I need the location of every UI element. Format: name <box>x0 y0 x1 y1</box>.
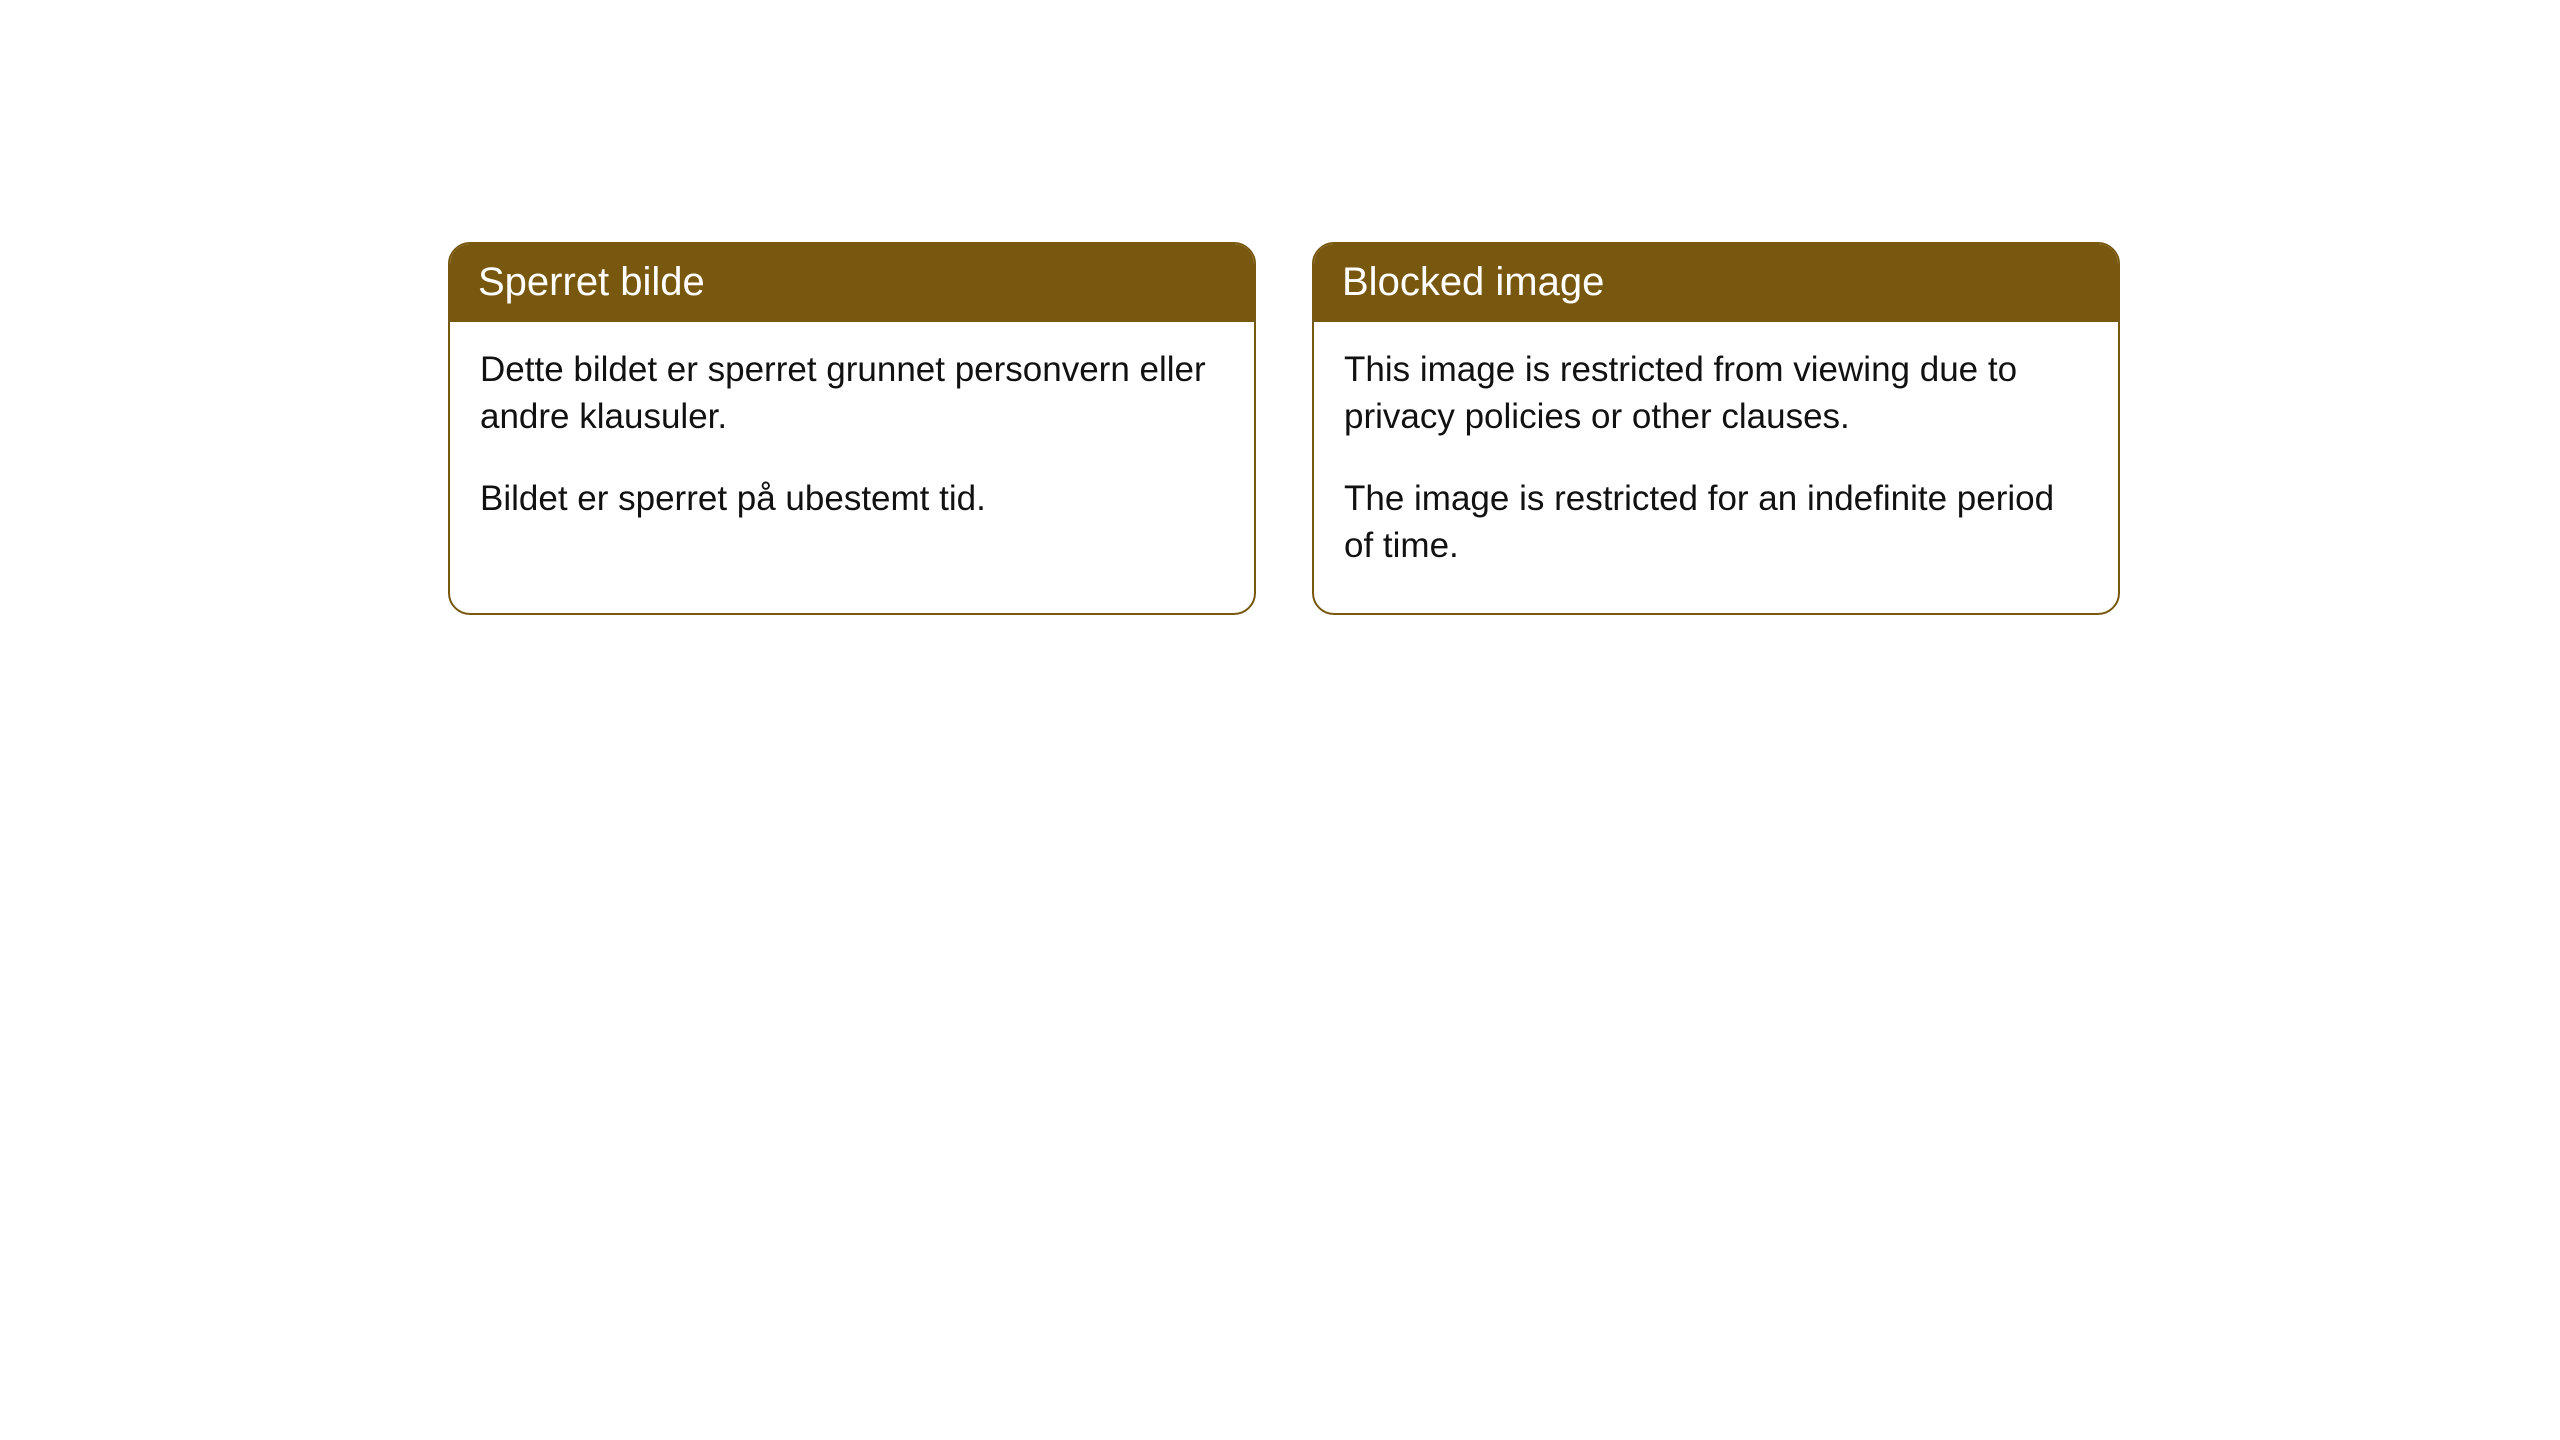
card-text-no-2: Bildet er sperret på ubestemt tid. <box>480 475 1224 522</box>
card-body-no: Dette bildet er sperret grunnet personve… <box>450 322 1254 566</box>
blocked-image-card-en: Blocked image This image is restricted f… <box>1312 242 2120 615</box>
notice-container: Sperret bilde Dette bildet er sperret gr… <box>0 0 2560 615</box>
card-title-en: Blocked image <box>1314 244 2118 322</box>
card-text-en-2: The image is restricted for an indefinit… <box>1344 475 2088 570</box>
card-text-en-1: This image is restricted from viewing du… <box>1344 346 2088 441</box>
card-text-no-1: Dette bildet er sperret grunnet personve… <box>480 346 1224 441</box>
blocked-image-card-no: Sperret bilde Dette bildet er sperret gr… <box>448 242 1256 615</box>
card-title-no: Sperret bilde <box>450 244 1254 322</box>
card-body-en: This image is restricted from viewing du… <box>1314 322 2118 613</box>
